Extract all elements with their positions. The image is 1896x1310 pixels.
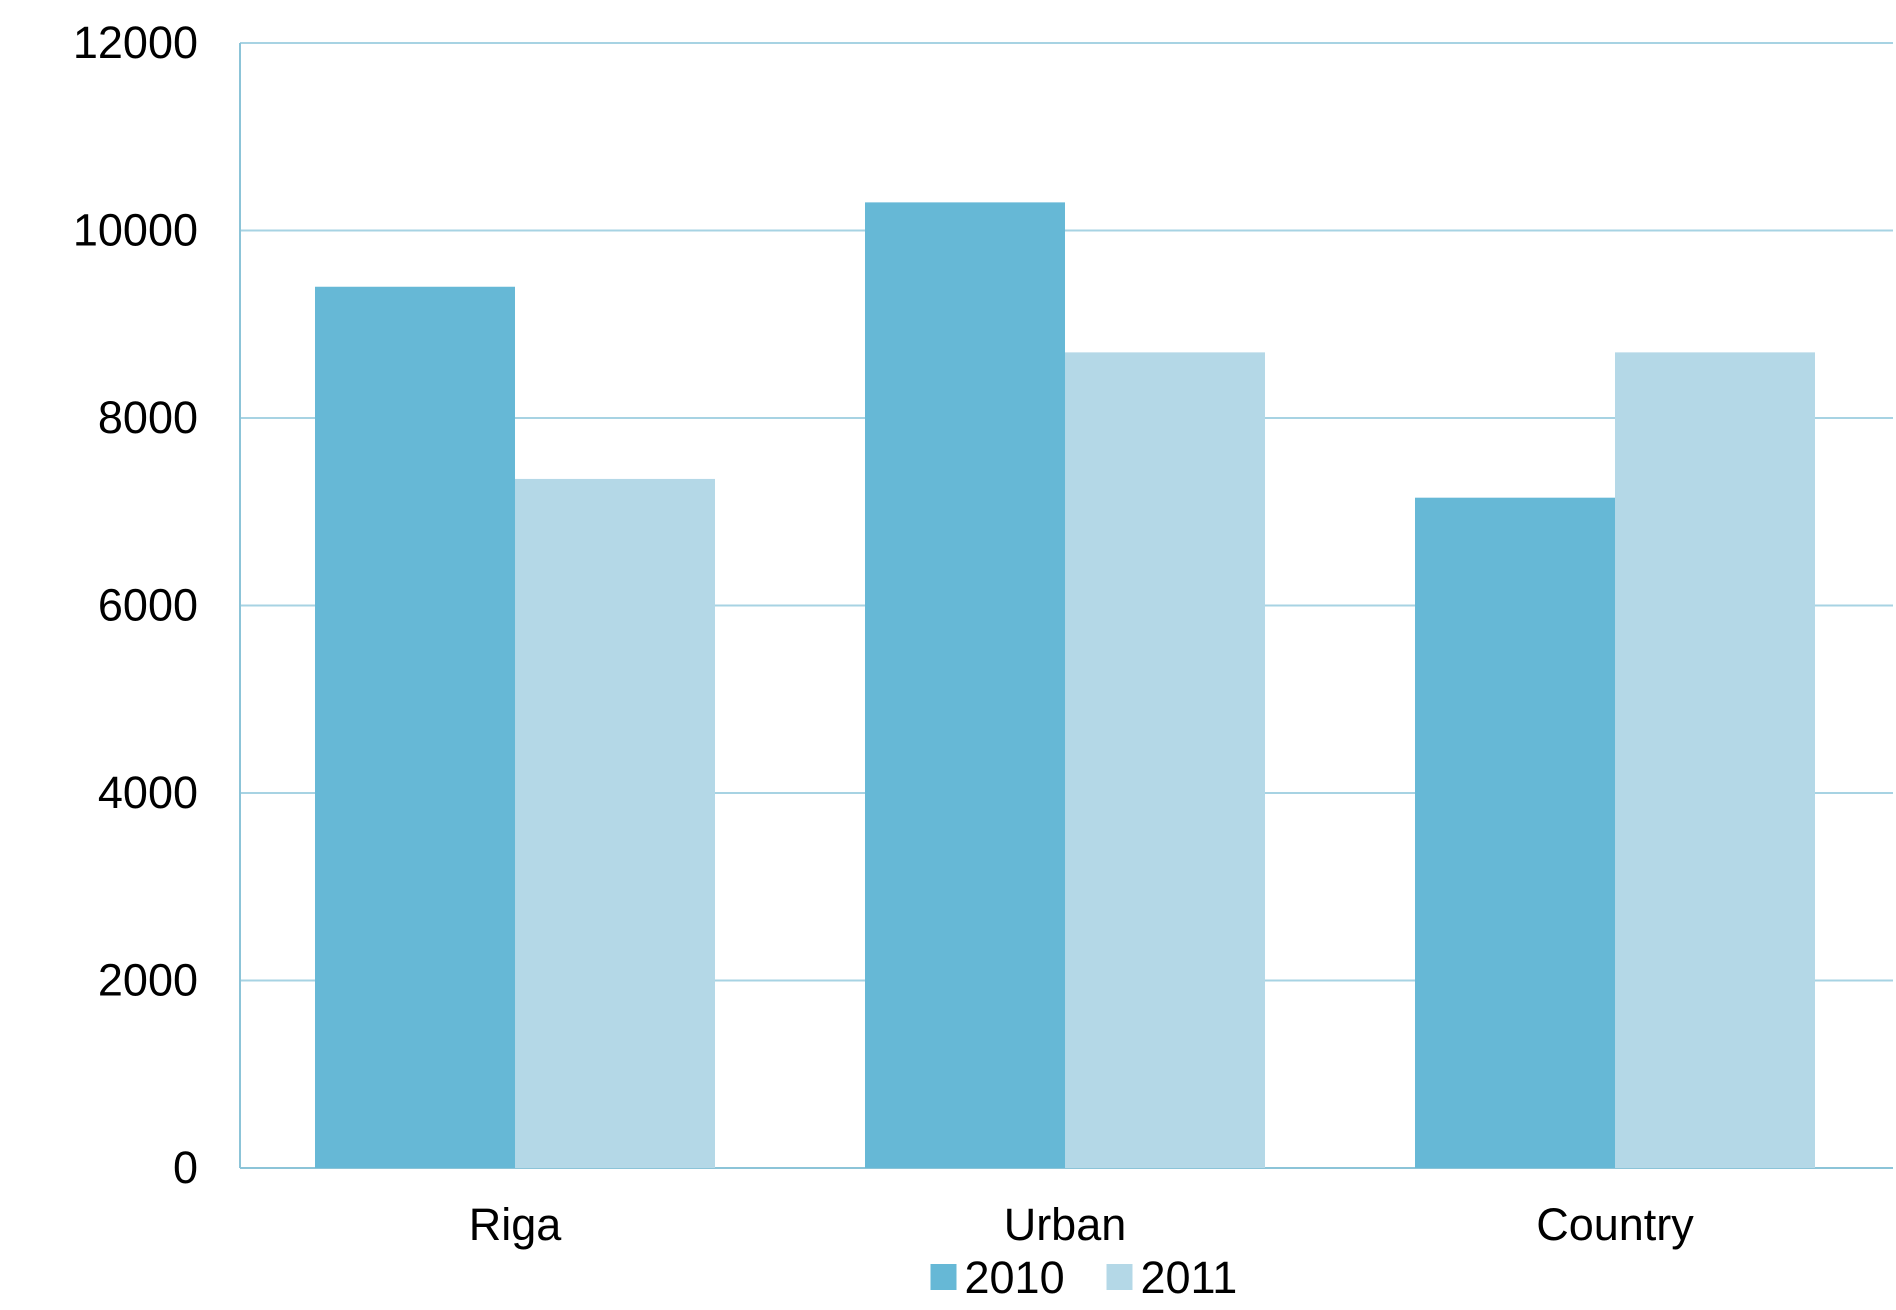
bar-2010-riga [315, 286, 515, 1168]
y-tick-label: 2000 [98, 955, 198, 1006]
bar-2010-country [1415, 497, 1615, 1168]
legend-label: 2010 [965, 1252, 1065, 1303]
legend-item-2010: 2010 [930, 1252, 1065, 1303]
bars [315, 202, 1815, 1168]
bar-2011-riga [515, 478, 715, 1168]
y-tick-label: 6000 [98, 580, 198, 631]
legend-swatch [1106, 1264, 1133, 1290]
bar-2011-country [1615, 352, 1815, 1168]
x-category-label: Country [1536, 1199, 1694, 1250]
x-category-label: Riga [469, 1199, 563, 1250]
y-tick-label: 4000 [98, 767, 198, 818]
x-axis-category-labels: Riga Urban Country [469, 1199, 1695, 1250]
bar-2010-urban [865, 202, 1065, 1168]
legend-item-2011: 2011 [1106, 1252, 1238, 1303]
y-axis-tick-labels: 0 2000 4000 6000 8000 10000 12000 [73, 17, 198, 1193]
legend-swatch [930, 1264, 957, 1290]
y-tick-label: 12000 [73, 17, 198, 68]
x-category-label: Urban [1004, 1199, 1127, 1250]
y-tick-label: 8000 [98, 392, 198, 443]
y-tick-label: 10000 [73, 205, 198, 256]
y-tick-label: 0 [173, 1142, 198, 1193]
legend: 2010 2011 [930, 1252, 1238, 1303]
legend-label: 2011 [1141, 1252, 1238, 1303]
bar-2011-urban [1065, 352, 1265, 1168]
